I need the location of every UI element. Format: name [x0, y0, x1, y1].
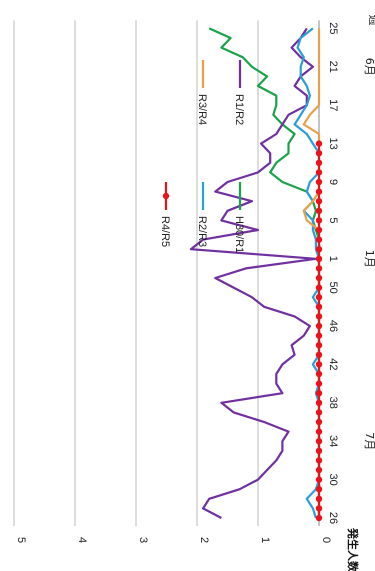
legend-label: R1/R2 [233, 94, 245, 125]
x-tick-label: 9 [327, 179, 339, 185]
series-H30-R1 [208, 27, 321, 518]
legend-marker [162, 192, 170, 200]
data-point [315, 150, 323, 157]
x-tick-label: 5 [327, 217, 339, 223]
data-point [315, 255, 323, 262]
series-line [293, 27, 321, 519]
series-line [189, 27, 317, 519]
legend-entry: R1/R2 [233, 60, 245, 125]
data-point [315, 351, 323, 358]
data-point [315, 159, 323, 166]
series-R1-R2 [189, 27, 317, 519]
data-point [315, 514, 323, 522]
data-point [315, 476, 323, 483]
data-point [315, 226, 323, 234]
data-point [315, 428, 323, 435]
x-tick-labels: 26 30 34 38 42 46 50 1 5 9 13 17 21 25 [327, 22, 339, 524]
data-point [315, 294, 323, 301]
series-lines [189, 27, 323, 522]
data-point [315, 303, 323, 310]
legend-entry: R3/R4 [196, 60, 208, 125]
x-tick-label: 13 [327, 137, 339, 149]
data-point [315, 361, 323, 368]
data-point [315, 236, 323, 243]
data-point [315, 457, 323, 464]
data-point [315, 466, 323, 474]
x-tick-label: 46 [327, 320, 339, 332]
data-point [315, 380, 323, 387]
y-tick-label: 0 [320, 537, 332, 543]
month-labels: 7月 1月 6月 [363, 58, 375, 450]
data-point [315, 178, 323, 186]
data-point [315, 313, 323, 320]
y-tick-label: 3 [137, 537, 149, 543]
legend-label: R4/R5 [159, 216, 171, 247]
x-tick-label: 34 [327, 435, 339, 447]
legend-label: R3/R4 [196, 94, 208, 125]
y-tick-labels: 0 1 2 3 4 5 [15, 537, 332, 543]
data-point [315, 447, 323, 454]
data-point [315, 418, 323, 426]
y-tick-label: 5 [15, 537, 27, 543]
data-point [315, 140, 323, 147]
series-line [208, 27, 321, 518]
data-point [315, 284, 323, 291]
month-label: 6月 [363, 58, 375, 76]
data-point [315, 332, 323, 339]
data-point [315, 217, 323, 224]
data-point [315, 169, 323, 176]
x-tick-label: 25 [327, 22, 339, 34]
data-point [315, 265, 323, 272]
y-tick-label: 4 [76, 537, 88, 543]
data-point [315, 438, 323, 445]
x-tick-label: 26 [327, 512, 339, 524]
data-point [315, 370, 323, 378]
legend-label: H30/R1 [233, 216, 245, 253]
legend-label: R2/R3 [196, 216, 208, 247]
legend: H30/R1 R1/R2 R2/R3 R3/R4 R4/R5 [159, 60, 245, 253]
month-label: 7月 [363, 432, 375, 450]
legend-entry: R4/R5 [159, 182, 171, 247]
data-point [315, 495, 323, 502]
data-point [315, 409, 323, 416]
x-tick-label: 17 [327, 99, 339, 111]
data-point [315, 246, 323, 253]
month-label: 1月 [363, 250, 375, 268]
y-tick-label: 2 [198, 537, 210, 543]
data-point [315, 390, 323, 397]
data-point [315, 188, 323, 195]
legend-entry: R2/R3 [196, 182, 208, 247]
data-point [315, 505, 323, 512]
x-tick-label: 42 [327, 358, 339, 370]
x-axis-unit: 週 [367, 15, 375, 26]
data-point [315, 274, 323, 282]
y-tick-label: 1 [259, 537, 271, 543]
data-point [315, 399, 323, 406]
y-axis-title: 発生人数 [346, 527, 360, 571]
data-point [315, 486, 323, 493]
gridlines [13, 20, 320, 526]
data-point [315, 207, 323, 214]
series-R2-R3 [293, 27, 321, 519]
legend-entry: H30/R1 [233, 182, 245, 253]
x-tick-label: 38 [327, 397, 339, 409]
x-tick-label: 30 [327, 473, 339, 485]
data-point [315, 342, 323, 349]
x-tick-label: 1 [327, 256, 339, 262]
x-tick-label: 21 [327, 61, 339, 73]
data-point [315, 322, 323, 330]
series-R4-R5 [315, 140, 323, 522]
data-point [315, 198, 323, 205]
x-tick-label: 50 [327, 281, 339, 293]
